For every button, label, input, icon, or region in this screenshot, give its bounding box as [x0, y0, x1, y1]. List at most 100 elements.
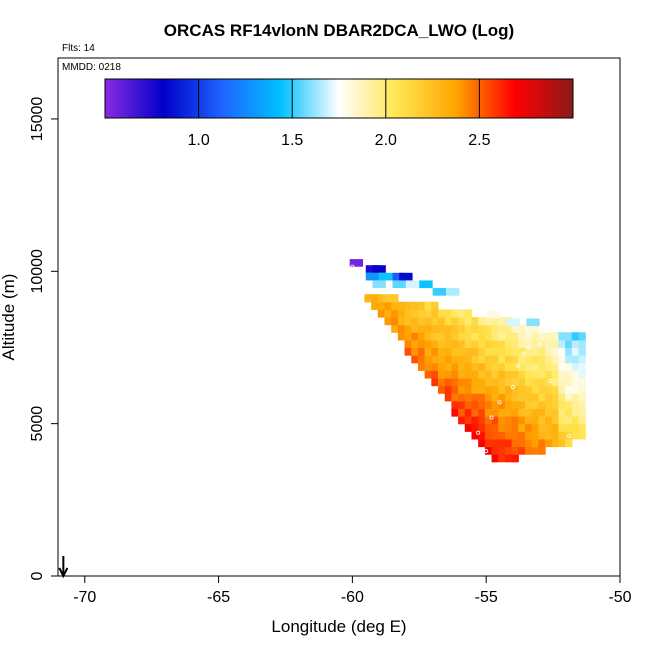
chart-title: ORCAS RF14vlonN DBAR2DCA_LWO (Log) [164, 21, 514, 40]
heatmap-cell [478, 339, 486, 349]
heatmap-cell [558, 438, 566, 448]
heatmap-cell [478, 393, 486, 402]
heatmap-cell [511, 446, 519, 455]
heatmap-cell [484, 347, 493, 356]
heatmap-cell [491, 324, 499, 333]
heatmap-cell [491, 362, 499, 371]
flight-direction-arrow [58, 556, 69, 579]
heatmap-cell [545, 324, 553, 333]
heatmap-cell [571, 370, 580, 379]
heatmap-cell [458, 347, 466, 356]
heatmap-cell [478, 355, 486, 364]
heatmap-cell [411, 309, 419, 318]
heatmap-cell [484, 317, 493, 326]
heatmap-cell [484, 416, 493, 425]
heatmap-cell [484, 355, 493, 364]
heatmap-cell [518, 332, 526, 341]
heatmap-cell [518, 438, 526, 448]
heatmap-cell [565, 438, 573, 448]
heatmap-cell [451, 377, 459, 387]
heatmap-cell [518, 393, 526, 402]
heatmap-cell [478, 317, 486, 326]
heatmap-cell [471, 431, 479, 440]
sample-point [484, 449, 489, 454]
heatmap-cell [491, 400, 499, 410]
heatmap-cell [464, 355, 473, 364]
heatmap-cell [431, 309, 439, 318]
heatmap-cell [451, 355, 459, 364]
heatmap-cell [464, 385, 473, 394]
heatmap-cell [464, 317, 473, 326]
heatmap-cell [478, 431, 486, 440]
heatmap-cell [498, 416, 506, 425]
heatmap-cell [464, 324, 473, 333]
heatmap-cell [405, 280, 420, 289]
heatmap-cell [498, 446, 506, 455]
heatmap-cell [511, 355, 519, 364]
heatmap-cell [565, 355, 573, 364]
heatmap-cell [384, 294, 392, 303]
heatmap-cell [424, 347, 432, 356]
heatmap-cell [571, 332, 580, 341]
heatmap-cell [538, 446, 546, 455]
heatmap-cell [558, 408, 566, 417]
heatmap-cell [451, 362, 459, 371]
heatmap-cell [538, 431, 546, 440]
heatmap-cell [524, 446, 533, 455]
heatmap-cell [511, 454, 519, 463]
heatmap-cell [491, 446, 499, 455]
heatmap-cell [471, 377, 479, 387]
heatmap-cell [504, 370, 513, 379]
heatmap-cell [377, 301, 386, 310]
heatmap-cell [551, 332, 560, 341]
heatmap-cell [545, 385, 553, 394]
heatmap-cell [438, 377, 446, 387]
heatmap-cell [531, 416, 539, 425]
heatmap-cell [558, 400, 566, 410]
heatmap-cell [478, 385, 486, 394]
heatmap-cell [417, 362, 426, 371]
heatmap-cell [491, 393, 499, 402]
heatmap-cell [491, 332, 499, 341]
heatmap-cell [498, 408, 506, 417]
colorbar-ticks: 1.0 1.5 2.0 2.5 [187, 79, 491, 149]
heatmap-cell [504, 377, 513, 387]
x-axis-label: Longitude (deg E) [271, 617, 406, 636]
colorbar-tick-label: 2.0 [375, 132, 397, 149]
heatmap-cell [545, 423, 553, 432]
heatmap-cell [424, 355, 432, 364]
colorbar: 1.0 1.5 2.0 2.5 [104, 78, 574, 149]
heatmap-cell [371, 294, 379, 303]
heatmap-cell [417, 332, 426, 341]
heatmap-cell [518, 400, 526, 410]
heatmap-cell [431, 370, 439, 379]
heatmap-cell [471, 347, 479, 356]
heatmap-cell [531, 324, 539, 333]
sample-point [510, 385, 515, 390]
heatmap-cell [364, 294, 372, 303]
heatmap-cell [451, 393, 459, 402]
heatmap-cell [498, 385, 506, 394]
heatmap-cell [551, 347, 560, 356]
heatmap-cell [504, 416, 513, 425]
heatmap-cell [551, 438, 560, 448]
colorbar-tick-label: 1.5 [281, 132, 303, 149]
heatmap-cell [545, 377, 553, 387]
heatmap-cell [551, 370, 560, 379]
heatmap-cell [518, 416, 526, 425]
heatmap-cell [451, 347, 459, 356]
heatmap-cell [458, 355, 466, 364]
heatmap-cell [565, 370, 573, 379]
heatmap-cell [484, 362, 493, 371]
heatmap-cell [372, 280, 386, 289]
sample-point [537, 342, 542, 347]
heatmap-cell [438, 309, 446, 318]
heatmap-cell [538, 324, 546, 333]
heatmap-cell [471, 324, 479, 333]
heatmap-cell [464, 309, 473, 318]
heatmap-cell [524, 324, 533, 333]
heatmap-cell [444, 355, 452, 364]
heatmap-cell [504, 400, 513, 410]
heatmap-cell [464, 347, 473, 356]
